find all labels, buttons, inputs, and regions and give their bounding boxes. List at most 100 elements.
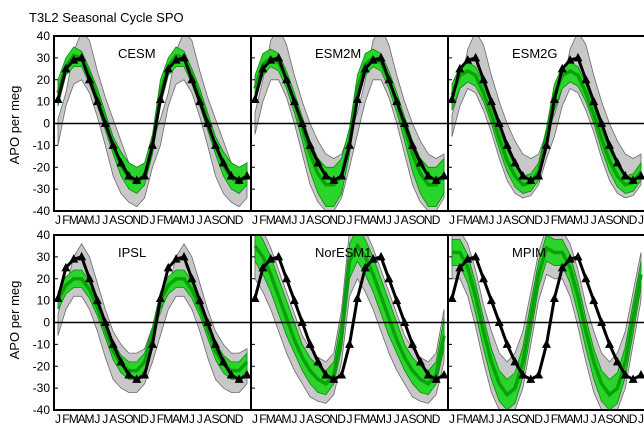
observed-marker <box>171 254 181 263</box>
x-tick-label: S <box>605 412 613 425</box>
observed-marker <box>439 370 448 379</box>
x-tick-label: M <box>282 412 292 425</box>
observed-marker <box>297 118 307 127</box>
observed-marker <box>557 63 567 73</box>
x-tick-label: N <box>526 213 535 227</box>
x-tick-label: M <box>360 213 370 227</box>
x-tick-label: D <box>629 412 638 425</box>
x-tick-label: D <box>432 412 441 425</box>
x-tick-label: F <box>456 412 463 425</box>
x-tick-label: J <box>591 412 597 425</box>
observed-marker <box>448 94 457 103</box>
x-tick-label: O <box>518 412 527 425</box>
observed-marker <box>628 175 638 184</box>
x-tick-label: S <box>511 412 519 425</box>
x-tick-label: J <box>394 213 400 227</box>
x-tick-label: D <box>337 412 346 425</box>
panel-title: MPIM <box>512 245 546 260</box>
x-tick-label: A <box>78 412 86 425</box>
observed-marker <box>195 96 205 106</box>
observed-marker <box>510 157 520 167</box>
x-tick-label: A <box>503 213 511 227</box>
plot-area <box>448 36 644 199</box>
observed-marker <box>636 171 644 180</box>
x-tick-label: J <box>55 213 61 227</box>
x-tick-label: J <box>197 412 203 425</box>
observed-marker <box>108 339 118 348</box>
x-tick-label: O <box>613 213 622 227</box>
y-tick-label: -30 <box>33 182 51 196</box>
observed-marker <box>439 171 448 180</box>
observed-marker <box>463 55 473 64</box>
observed-marker <box>345 339 354 348</box>
observed-marker <box>179 52 189 62</box>
x-tick-label: N <box>526 412 535 425</box>
x-tick-label: F <box>551 213 558 227</box>
observed-marker <box>132 374 142 383</box>
observed-marker <box>384 273 394 283</box>
x-tick-label: N <box>329 412 338 425</box>
observed-marker <box>61 63 71 73</box>
x-tick-label: M <box>69 213 79 227</box>
x-tick-label: S <box>605 213 613 227</box>
observed-marker <box>597 118 607 127</box>
x-tick-label: N <box>227 213 236 227</box>
observed-marker <box>502 140 512 149</box>
x-tick-label: D <box>432 213 441 227</box>
x-tick-label: M <box>376 412 386 425</box>
x-tick-label: N <box>132 412 141 425</box>
observed-marker <box>510 356 520 366</box>
observed-marker <box>155 293 165 302</box>
observed-marker <box>124 171 134 180</box>
x-tick-label: N <box>424 412 433 425</box>
x-tick-label: J <box>189 213 195 227</box>
x-tick-label: A <box>598 412 606 425</box>
x-tick-label: A <box>109 213 117 227</box>
x-tick-label: M <box>69 412 79 425</box>
x-tick-label: D <box>235 213 244 227</box>
model-mean-line <box>450 68 643 187</box>
observed-marker <box>234 374 244 383</box>
observed-marker <box>297 317 307 326</box>
x-tick-label: M <box>282 213 292 227</box>
x-tick-label: J <box>544 412 550 425</box>
x-tick-label: D <box>629 213 638 227</box>
x-tick-label: O <box>416 213 425 227</box>
x-tick-label: M <box>85 213 95 227</box>
observed-marker <box>132 175 142 184</box>
x-tick-label: M <box>179 412 189 425</box>
x-tick-label: J <box>394 412 400 425</box>
x-tick-label: M <box>376 213 386 227</box>
observed-marker <box>77 52 87 62</box>
x-tick-label: S <box>117 213 125 227</box>
observed-marker <box>448 293 457 302</box>
x-tick-label: A <box>566 213 574 227</box>
x-tick-label: D <box>140 213 149 227</box>
x-tick-label: O <box>124 213 133 227</box>
observed-marker <box>620 370 630 379</box>
observed-marker <box>337 171 347 180</box>
y-tick-label: 40 <box>37 29 51 43</box>
observed-marker <box>628 374 638 383</box>
x-tick-label: N <box>132 213 141 227</box>
y-tick-label: -20 <box>33 160 51 174</box>
plot-area <box>251 36 448 211</box>
observed-marker <box>581 273 591 283</box>
x-tick-label: J <box>150 213 156 227</box>
envelope-band <box>254 36 445 211</box>
x-tick-label: J <box>291 412 297 425</box>
x-tick-label: J <box>544 213 550 227</box>
observed-marker <box>313 157 323 167</box>
observed-marker <box>471 52 481 62</box>
x-tick-label: J <box>496 213 502 227</box>
x-tick-label: F <box>259 213 266 227</box>
observed-marker <box>226 370 236 379</box>
observed-marker <box>423 370 433 379</box>
observed-marker <box>61 262 71 272</box>
x-tick-label: A <box>401 412 409 425</box>
y-tick-label: -10 <box>33 138 51 152</box>
observed-marker <box>289 96 299 106</box>
observed-marker <box>321 370 331 379</box>
